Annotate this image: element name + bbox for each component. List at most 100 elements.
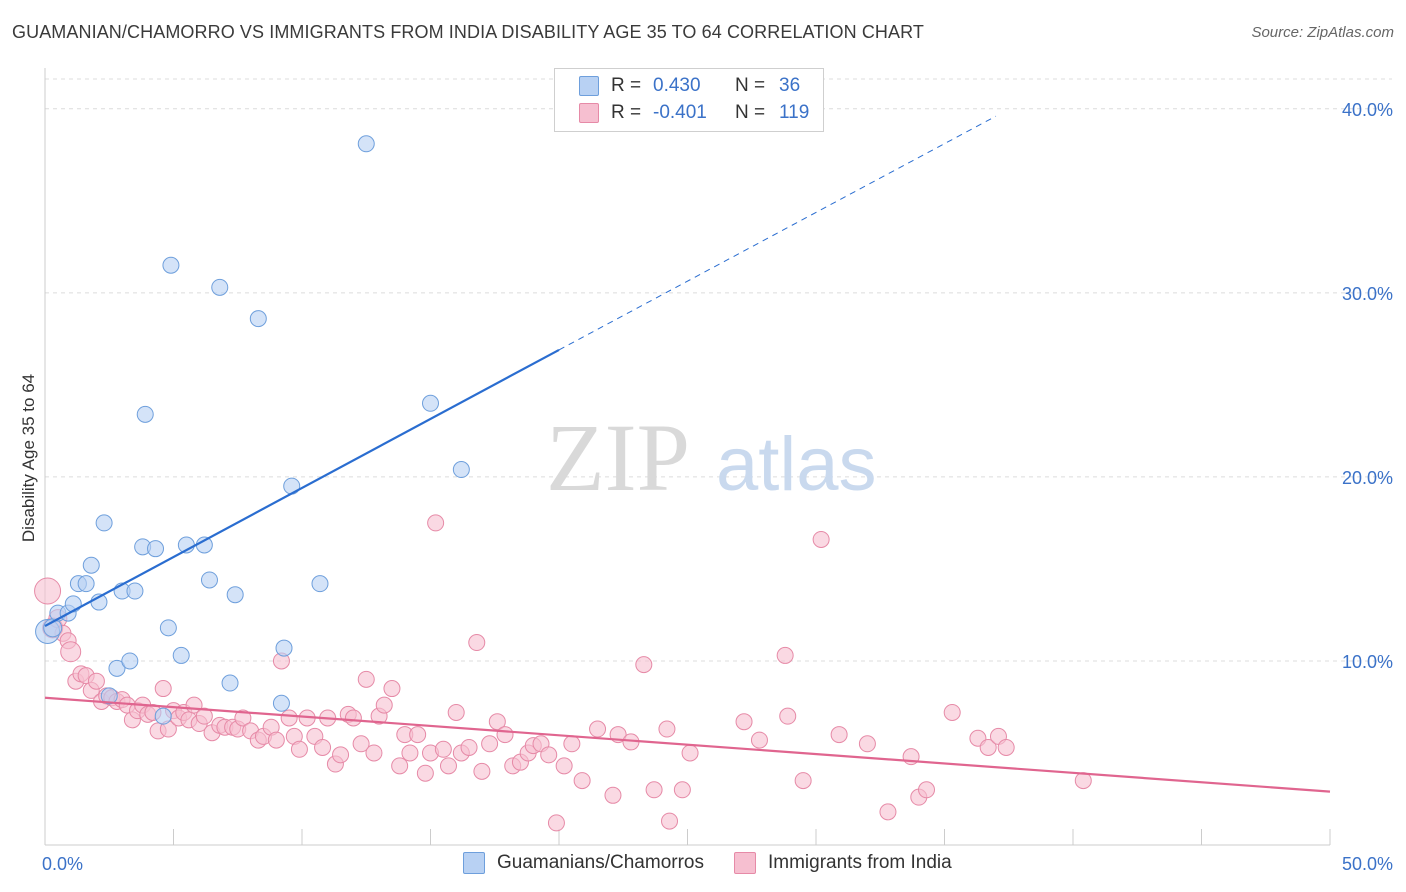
pink-point: [918, 781, 936, 799]
y-tick-label: 20.0%: [1342, 468, 1393, 488]
blue-point: [126, 582, 144, 600]
pink-point: [589, 720, 607, 738]
pink-point: [645, 781, 663, 799]
pink-point: [357, 670, 375, 688]
pink-point: [943, 703, 961, 721]
blue-point: [162, 256, 180, 274]
blue-points-layer: [35, 135, 470, 725]
blue-point: [64, 595, 82, 613]
pink-point: [365, 744, 383, 762]
blue-point: [154, 707, 172, 725]
pink-point: [434, 740, 452, 758]
pink-point: [547, 814, 565, 832]
blue-point: [108, 659, 126, 677]
pink-point: [794, 772, 812, 790]
pink-point: [352, 735, 370, 753]
blue-point: [82, 556, 100, 574]
pink-point: [812, 530, 830, 548]
pink-trend-line: [44, 696, 1331, 793]
y-tick-label: 40.0%: [1342, 100, 1393, 120]
blue-point: [95, 514, 113, 532]
pink-point: [604, 786, 622, 804]
pink-point: [488, 713, 506, 731]
pink-point: [267, 731, 285, 749]
blue-point: [172, 646, 190, 664]
blue-point: [136, 405, 154, 423]
pink-point: [375, 696, 393, 714]
r-label: R =: [611, 102, 642, 123]
pink-point: [344, 709, 362, 727]
pink-point: [573, 772, 591, 790]
n-value: 36: [779, 75, 801, 96]
pink-point: [776, 646, 794, 664]
legend-item-india: Immigrants from India: [733, 852, 952, 874]
pink-point: [195, 707, 213, 725]
watermark-atlas: atlas: [716, 422, 877, 507]
pink-point: [314, 738, 332, 756]
pink-point: [154, 680, 172, 698]
pink-point: [635, 656, 653, 674]
blue-point: [422, 394, 439, 412]
pink-point: [383, 680, 401, 698]
pink-point: [735, 713, 753, 731]
correlation-legend: R = 0.430 N = 36 R = -0.401 N = 119: [554, 68, 824, 132]
n-label: N =: [735, 75, 766, 96]
blue-point: [77, 575, 95, 593]
legend-label: Guamanians/Chamorros: [497, 852, 704, 873]
pink-point: [750, 731, 768, 749]
pink-point: [439, 757, 457, 775]
pink-point: [673, 781, 691, 799]
labels-layer: 10.0% 20.0% 30.0% 40.0% 0.0% 50.0% Disability …: [19, 100, 1393, 874]
chart-title: GUAMANIAN/CHAMORRO VS IMMIGRANTS FROM IN…: [12, 22, 924, 42]
pink-point: [447, 703, 465, 721]
r-value: 0.430: [653, 75, 701, 96]
pink-point: [779, 707, 797, 725]
x-tick-label: 50.0%: [1342, 854, 1393, 874]
blue-point: [147, 540, 165, 558]
pink-point: [468, 634, 486, 652]
pink-point: [658, 720, 676, 738]
blue-point: [100, 687, 118, 705]
pink-point: [681, 744, 699, 762]
blue-swatch: [579, 76, 599, 96]
legend-row-pink: R = -0.401 N = 119: [579, 101, 809, 125]
blue-trend-line: [44, 348, 560, 627]
pink-point: [332, 746, 350, 764]
blue-point: [159, 619, 177, 637]
blue-point: [211, 278, 229, 296]
legend-label: Immigrants from India: [767, 852, 952, 873]
pink-points-layer: [34, 514, 1092, 832]
pink-swatch: [733, 852, 756, 874]
blue-point: [311, 575, 329, 593]
blue-point: [221, 674, 239, 692]
r-value: -0.401: [653, 102, 707, 123]
trend-layer: [44, 115, 1331, 793]
y-tick-label: 10.0%: [1342, 652, 1393, 672]
pink-point: [830, 726, 848, 744]
pink-point: [460, 738, 478, 756]
pink-point: [280, 709, 298, 727]
pink-point: [416, 764, 434, 782]
pink-point: [473, 762, 491, 780]
y-tick-label: 30.0%: [1342, 284, 1393, 304]
pink-point: [60, 641, 82, 663]
pink-point: [555, 757, 573, 775]
pink-point: [290, 740, 308, 758]
grid-layer: [45, 78, 1392, 662]
y-axis-label: Disability Age 35 to 64: [19, 374, 38, 542]
watermark-zip: ZIP: [546, 404, 690, 511]
pink-point: [401, 744, 419, 762]
blue-point: [200, 571, 218, 589]
series-legend: Guamanians/Chamorros Immigrants from Ind…: [463, 852, 982, 874]
pink-point: [496, 726, 514, 744]
x-tick-label: 0.0%: [42, 854, 83, 874]
pink-swatch: [579, 103, 599, 123]
watermark: ZIP atlas: [546, 404, 877, 511]
pink-point: [481, 735, 499, 753]
blue-point: [272, 694, 290, 712]
pink-point: [234, 709, 252, 727]
axis-layer: [44, 68, 1331, 846]
legend-item-guamanians: Guamanians/Chamorros: [463, 852, 704, 874]
blue-point: [249, 310, 267, 328]
pink-point: [87, 672, 105, 690]
